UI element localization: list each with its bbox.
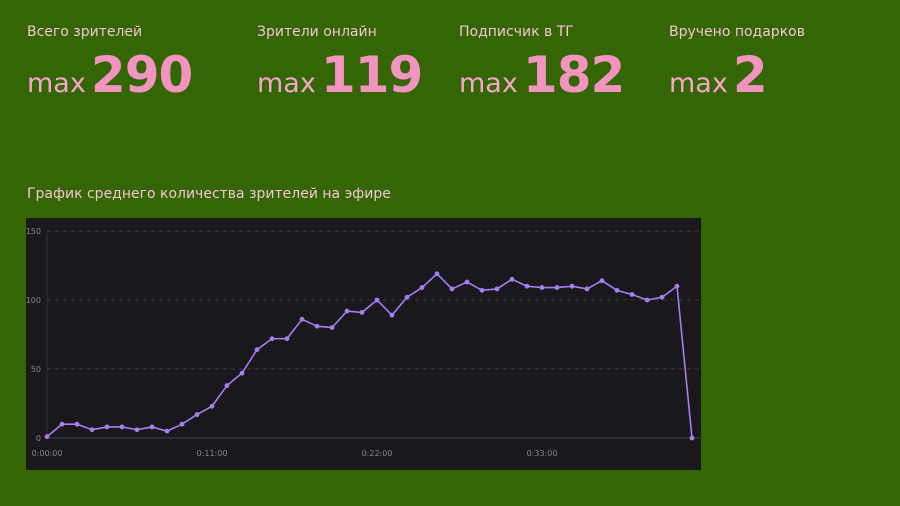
stat-value: 290 — [90, 46, 193, 104]
chart-title: График среднего количества зрителей на э… — [27, 186, 391, 202]
data-point — [44, 434, 50, 440]
data-point — [629, 292, 635, 297]
data-point — [179, 421, 185, 427]
data-point — [404, 294, 410, 300]
data-point — [164, 428, 170, 434]
stat-total-viewers: Всего зрителей max 290 — [27, 24, 193, 104]
data-point — [389, 312, 395, 318]
stat-label: Всего зрителей — [27, 24, 143, 40]
data-point — [239, 370, 245, 376]
data-point — [614, 287, 620, 293]
data-point — [269, 336, 275, 342]
data-point — [644, 297, 650, 303]
data-point — [434, 271, 440, 277]
data-point — [464, 279, 470, 285]
y-tick-label: 0 — [36, 434, 41, 443]
stat-prefix: max — [669, 68, 728, 99]
data-point — [149, 424, 155, 430]
data-point — [284, 336, 290, 342]
x-tick-label: 0:00:00 — [32, 449, 63, 458]
data-point — [584, 286, 590, 292]
data-point — [674, 283, 680, 289]
data-point — [209, 403, 215, 409]
data-point — [554, 285, 560, 290]
stat-prefix: max — [459, 68, 518, 99]
data-point — [104, 424, 110, 430]
stat-gifts: Вручено подарков max 2 — [669, 24, 805, 104]
data-point — [539, 285, 545, 290]
data-point — [359, 310, 365, 315]
stat-value: 119 — [320, 46, 423, 104]
data-point — [74, 421, 80, 427]
stat-tg-subscribers: Подписчик в ТГ max 182 — [459, 24, 625, 104]
data-point — [329, 325, 335, 330]
viewers-line-chart: 0 50 100 150 0:00:00 0:11:00 0:22:00 0:33:00 — [26, 218, 701, 470]
data-point — [569, 283, 575, 289]
data-point — [509, 276, 515, 282]
stat-label: Вручено подарков — [669, 24, 805, 40]
y-tick-label: 50 — [31, 365, 41, 374]
stat-prefix: max — [257, 68, 316, 99]
data-point — [134, 427, 140, 433]
y-tick-label: 100 — [26, 296, 41, 305]
data-point — [299, 316, 305, 322]
data-point — [659, 294, 665, 300]
x-tick-label: 0:33:00 — [527, 449, 558, 458]
y-tick-label: 150 — [26, 227, 41, 236]
data-point — [599, 278, 605, 284]
data-point — [419, 285, 425, 290]
data-point — [449, 286, 455, 292]
stat-online-viewers: Зрители онлайн max 119 — [257, 24, 423, 104]
series-line — [46, 272, 693, 439]
data-point — [524, 283, 530, 289]
data-point — [479, 287, 485, 293]
data-point — [194, 412, 200, 417]
data-point — [314, 323, 320, 329]
stat-label: Зрители онлайн — [257, 24, 377, 40]
data-point — [689, 435, 695, 441]
data-point — [254, 347, 260, 353]
data-point — [344, 308, 350, 314]
x-tick-label: 0:22:00 — [362, 449, 393, 458]
data-point — [59, 421, 65, 427]
data-point — [224, 383, 230, 388]
stat-value: 2 — [732, 46, 768, 104]
data-point — [119, 424, 125, 430]
stat-value: 182 — [522, 46, 625, 104]
data-point — [494, 286, 500, 292]
data-point — [374, 297, 380, 303]
x-tick-label: 0:11:00 — [197, 449, 228, 458]
stat-prefix: max — [27, 68, 86, 99]
data-point — [89, 427, 95, 433]
stat-label: Подписчик в ТГ — [459, 24, 574, 40]
